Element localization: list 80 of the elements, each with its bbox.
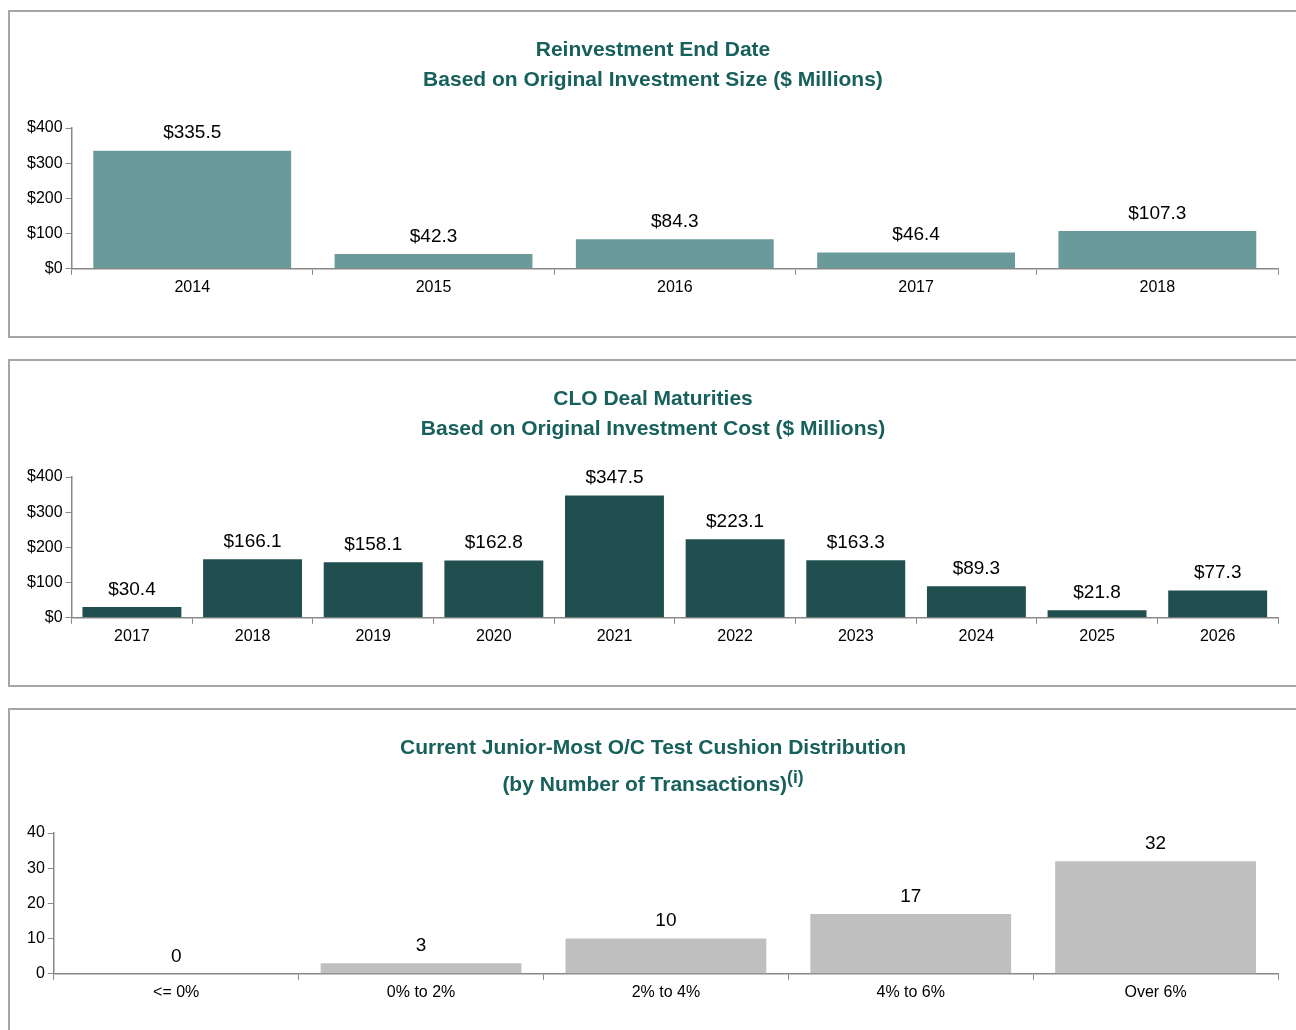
chart-title: Reinvestment End Date (534, 36, 772, 62)
bar (685, 539, 785, 618)
data-label: 17 (900, 884, 922, 906)
x-tick-label: 2020 (476, 626, 512, 644)
data-label: $89.3 (952, 557, 1001, 579)
y-tick-label: 0 (35, 964, 45, 982)
y-tick-label: $400 (27, 467, 63, 485)
data-label: $347.5 (585, 466, 644, 488)
x-tick-label: 2025 (1079, 626, 1115, 644)
bar (334, 253, 533, 269)
bar (1055, 861, 1256, 974)
bar (82, 607, 182, 618)
data-label: $223.1 (706, 510, 765, 531)
x-tick-label: 2018 (234, 626, 271, 644)
bar (93, 150, 292, 269)
bar (1168, 590, 1268, 618)
chart-subtitle: (by Number of Transactions)$^{(i)}$ (501, 766, 805, 797)
y-tick-label: $200 (27, 188, 63, 206)
x-tick-label: <= 0% (153, 982, 200, 1000)
data-label: $163.3 (826, 531, 885, 553)
y-tick-label: $400 (27, 118, 63, 136)
data-label: 10 (655, 909, 677, 931)
data-label: $42.3 (409, 224, 458, 246)
x-tick-label: 2018 (1139, 277, 1176, 295)
y-tick-label: 10 (27, 929, 45, 947)
bar (926, 586, 1026, 618)
data-label: 3 (415, 933, 427, 955)
chart-title: Current Junior-Most O/C Test Cushion Distribution (399, 734, 907, 760)
x-tick-label: 2026 (1199, 626, 1236, 644)
x-tick-label: 2022 (717, 626, 754, 644)
y-tick-label: $100 (27, 573, 63, 591)
bar (810, 913, 1012, 974)
data-label: 32 (1145, 831, 1167, 853)
bar (444, 560, 544, 618)
bar (1058, 231, 1257, 269)
x-tick-label: 2017 (898, 277, 934, 295)
bar (320, 963, 522, 974)
data-label: $335.5 (163, 121, 222, 143)
bar (565, 495, 664, 618)
x-tick-label: 2021 (596, 626, 633, 644)
bar (1047, 610, 1147, 618)
data-label: $77.3 (1193, 561, 1242, 583)
x-tick-label: 4% to 6% (876, 982, 945, 1000)
data-label: $158.1 (344, 532, 403, 554)
x-tick-label: 2% to 4% (631, 982, 701, 1000)
y-tick-label: $100 (27, 224, 63, 242)
bar (203, 559, 303, 618)
y-tick-label: $300 (27, 153, 63, 171)
bar (575, 239, 774, 269)
data-label: $84.3 (651, 209, 699, 231)
y-tick-label: 30 (27, 858, 45, 876)
data-label: $162.8 (464, 531, 523, 553)
data-label: $30.4 (108, 577, 157, 599)
bar (565, 938, 767, 974)
x-tick-label: 2023 (837, 626, 874, 644)
x-tick-label: 2019 (355, 626, 392, 644)
x-tick-label: 0% to 2% (386, 982, 456, 1000)
chart-title: CLO Deal Maturities (552, 385, 754, 411)
data-label: $21.8 (1073, 580, 1121, 602)
x-tick-label: 2015 (415, 277, 452, 295)
x-tick-label: 2024 (958, 626, 995, 644)
x-tick-label: Over 6% (1124, 982, 1187, 1000)
chart-subtitle: Based on Original Investment Cost ($ Millions) (419, 415, 887, 441)
bar (806, 560, 906, 618)
bar (817, 252, 1015, 269)
y-tick-label: $300 (27, 502, 63, 520)
y-tick-label: $0 (44, 259, 63, 277)
y-tick-label: 40 (27, 823, 45, 841)
x-tick-label: 2016 (657, 277, 693, 295)
data-label: 0 (170, 944, 182, 966)
data-label: $46.4 (892, 223, 941, 245)
y-tick-label: 20 (27, 893, 45, 911)
y-tick-label: $0 (44, 608, 63, 626)
x-tick-label: 2014 (174, 277, 211, 295)
chart-subtitle: Based on Original Investment Size ($ Millions) (422, 66, 884, 92)
x-tick-label: 2017 (114, 626, 150, 644)
data-label: $107.3 (1128, 201, 1187, 223)
y-tick-label: $200 (27, 537, 63, 555)
bar (323, 562, 423, 618)
data-label: $166.1 (223, 530, 282, 552)
